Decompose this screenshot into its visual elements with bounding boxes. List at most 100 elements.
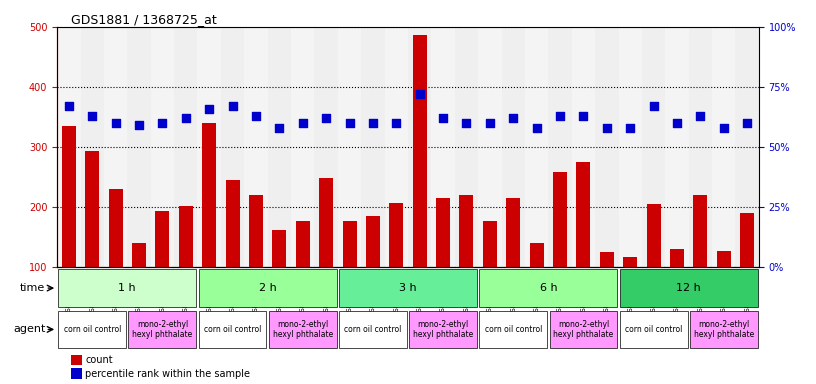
Point bbox=[132, 122, 145, 129]
Bar bbox=[57, 27, 81, 267]
Bar bbox=[225, 180, 240, 267]
Bar bbox=[343, 220, 357, 267]
FancyBboxPatch shape bbox=[619, 270, 758, 307]
Bar bbox=[600, 252, 614, 267]
Bar bbox=[548, 27, 572, 267]
Bar bbox=[716, 251, 731, 267]
Text: time: time bbox=[20, 283, 46, 293]
Point bbox=[483, 120, 496, 126]
Point bbox=[180, 115, 193, 121]
Bar bbox=[155, 212, 170, 267]
Bar bbox=[572, 27, 595, 267]
FancyBboxPatch shape bbox=[479, 311, 548, 348]
FancyBboxPatch shape bbox=[339, 311, 407, 348]
Bar bbox=[530, 243, 543, 267]
Bar bbox=[81, 27, 104, 267]
Bar bbox=[408, 27, 432, 267]
Bar bbox=[389, 203, 403, 267]
Bar bbox=[525, 27, 548, 267]
Bar bbox=[319, 179, 333, 267]
Text: percentile rank within the sample: percentile rank within the sample bbox=[85, 369, 251, 379]
Bar bbox=[249, 195, 263, 267]
Bar bbox=[413, 35, 427, 267]
Bar bbox=[244, 27, 268, 267]
Point bbox=[507, 115, 520, 121]
Bar bbox=[740, 213, 754, 267]
Bar bbox=[221, 27, 244, 267]
Text: 6 h: 6 h bbox=[539, 283, 557, 293]
Bar bbox=[595, 27, 619, 267]
Text: corn oil control: corn oil control bbox=[625, 325, 682, 334]
Bar bbox=[455, 27, 478, 267]
FancyBboxPatch shape bbox=[128, 311, 197, 348]
Text: mono-2-ethyl
hexyl phthalate: mono-2-ethyl hexyl phthalate bbox=[694, 320, 754, 339]
Point bbox=[109, 120, 122, 126]
Bar bbox=[104, 27, 127, 267]
Bar bbox=[619, 27, 642, 267]
Bar bbox=[646, 204, 661, 267]
Bar bbox=[361, 27, 384, 267]
FancyBboxPatch shape bbox=[58, 311, 126, 348]
Bar bbox=[179, 206, 193, 267]
FancyBboxPatch shape bbox=[268, 311, 337, 348]
Bar bbox=[642, 27, 665, 267]
Text: corn oil control: corn oil control bbox=[485, 325, 542, 334]
Bar bbox=[291, 27, 314, 267]
Text: count: count bbox=[85, 355, 113, 365]
Point bbox=[577, 113, 590, 119]
Point bbox=[530, 125, 543, 131]
Text: mono-2-ethyl
hexyl phthalate: mono-2-ethyl hexyl phthalate bbox=[273, 320, 333, 339]
Bar bbox=[132, 243, 146, 267]
Point bbox=[623, 125, 636, 131]
Point bbox=[273, 125, 286, 131]
Bar bbox=[127, 27, 151, 267]
FancyBboxPatch shape bbox=[409, 311, 477, 348]
Point bbox=[62, 103, 75, 109]
Point bbox=[296, 120, 309, 126]
Bar bbox=[694, 195, 707, 267]
Bar bbox=[62, 126, 76, 267]
Bar bbox=[71, 354, 82, 365]
Point bbox=[413, 91, 426, 97]
Point bbox=[671, 120, 684, 126]
Bar bbox=[432, 27, 455, 267]
Text: corn oil control: corn oil control bbox=[344, 325, 401, 334]
Text: 1 h: 1 h bbox=[118, 283, 136, 293]
Point bbox=[601, 125, 614, 131]
Bar bbox=[670, 249, 684, 267]
Point bbox=[741, 120, 754, 126]
Text: 12 h: 12 h bbox=[676, 283, 701, 293]
Point bbox=[460, 120, 473, 126]
Bar bbox=[202, 123, 216, 267]
FancyBboxPatch shape bbox=[690, 311, 758, 348]
Point bbox=[226, 103, 239, 109]
Bar bbox=[366, 216, 380, 267]
Point bbox=[694, 113, 707, 119]
Bar bbox=[295, 220, 310, 267]
Text: corn oil control: corn oil control bbox=[64, 325, 121, 334]
Point bbox=[343, 120, 356, 126]
Point bbox=[366, 120, 379, 126]
Bar bbox=[268, 27, 291, 267]
FancyBboxPatch shape bbox=[198, 311, 267, 348]
Point bbox=[250, 113, 263, 119]
Bar bbox=[502, 27, 525, 267]
Point bbox=[202, 106, 215, 112]
Bar bbox=[576, 162, 591, 267]
Bar bbox=[71, 368, 82, 379]
Bar bbox=[553, 172, 567, 267]
Point bbox=[320, 115, 333, 121]
Bar bbox=[436, 198, 450, 267]
Point bbox=[86, 113, 99, 119]
Bar bbox=[174, 27, 197, 267]
FancyBboxPatch shape bbox=[549, 311, 618, 348]
Bar bbox=[712, 27, 735, 267]
Bar bbox=[273, 230, 286, 267]
FancyBboxPatch shape bbox=[339, 270, 477, 307]
FancyBboxPatch shape bbox=[198, 270, 337, 307]
Bar bbox=[665, 27, 689, 267]
Text: 3 h: 3 h bbox=[399, 283, 417, 293]
Bar bbox=[85, 151, 100, 267]
FancyBboxPatch shape bbox=[619, 311, 688, 348]
Point bbox=[553, 113, 566, 119]
